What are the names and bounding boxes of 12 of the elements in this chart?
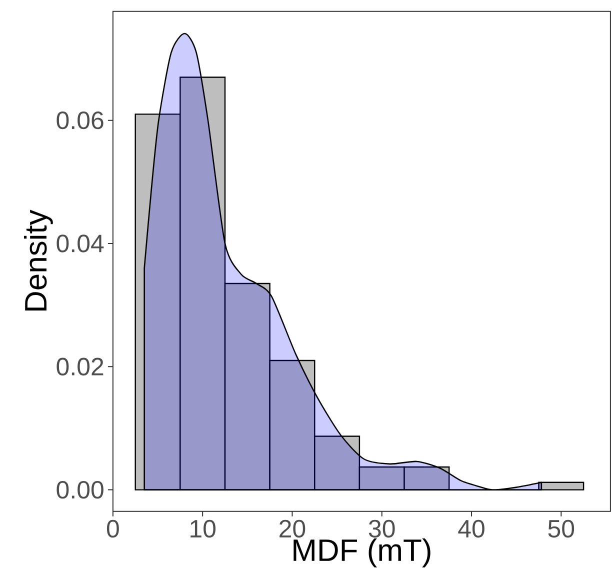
x-tick-label: 0 — [106, 520, 119, 538]
y-axis-title: Density — [24, 210, 53, 310]
y-tick-label: 0.06 — [56, 111, 104, 130]
x-tick-label: 40 — [458, 520, 484, 538]
x-axis-title: MDF (mT) — [294, 538, 430, 568]
x-tick-label: 20 — [280, 520, 306, 538]
x-tick-label: 10 — [190, 520, 216, 538]
x-tick-label: 50 — [548, 520, 574, 538]
y-tick-label: 0.00 — [56, 480, 104, 499]
x-tick-label: 30 — [368, 520, 395, 538]
y-tick-label: 0.02 — [56, 358, 104, 376]
y-tick-label: 0.04 — [56, 234, 104, 252]
